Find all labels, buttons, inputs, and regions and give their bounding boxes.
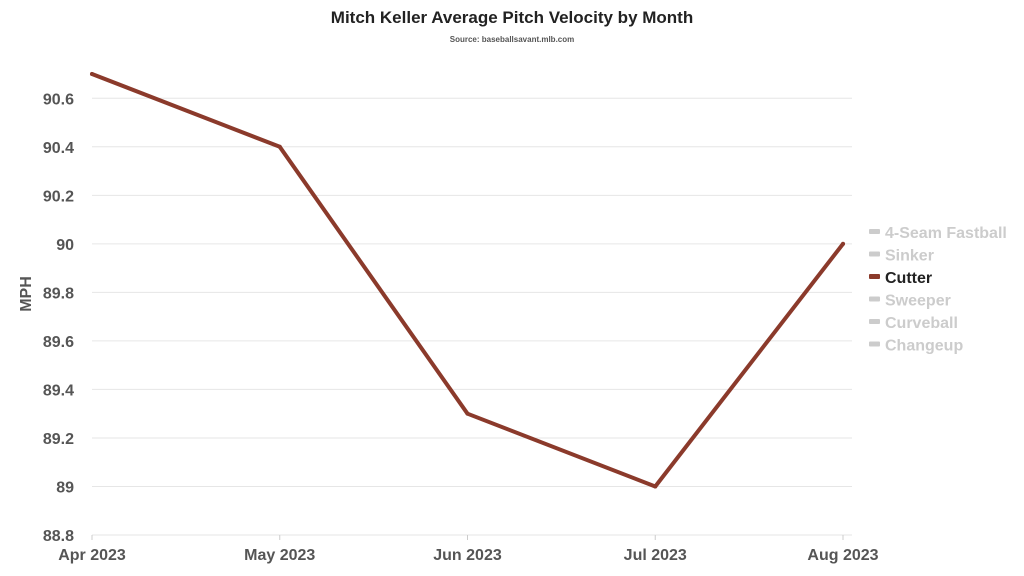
x-tick-label: Jun 2023: [433, 547, 502, 564]
x-tick-labels: Apr 2023 May 2023 Jun 2023 Jul 2023 Aug 2023: [58, 535, 879, 564]
x-tick-label: Jul 2023: [624, 547, 687, 564]
legend-item[interactable]: Sweeper: [869, 293, 951, 310]
y-tick-label: 89.2: [43, 431, 74, 448]
y-tick-label: 90: [56, 237, 74, 254]
legend-item[interactable]: 4-Seam Fastball: [869, 225, 1007, 242]
data-point: [841, 241, 845, 246]
y-tick-label: 90.4: [43, 140, 74, 157]
y-tick-label: 90.6: [43, 91, 74, 108]
legend-swatch: [869, 229, 880, 234]
y-tick-labels: 88.8 89 89.2 89.4 89.6 89.8 90 90.2 90.4 90.6: [43, 91, 74, 545]
data-point: [277, 144, 282, 149]
chart-subtitle: Source: baseballsavant.mlb.com: [450, 35, 575, 44]
legend-label: Cutter: [885, 270, 932, 287]
legend-item[interactable]: Changeup: [869, 338, 963, 355]
legend-label: Sweeper: [885, 293, 951, 310]
legend-swatch: [869, 341, 880, 347]
legend[interactable]: 4-Seam Fastball Sinker Cutter Sweeper Curveb…: [869, 225, 1007, 355]
x-tick-label: May 2023: [244, 547, 315, 564]
legend-item[interactable]: Cutter: [869, 270, 932, 287]
series-group: [90, 72, 845, 489]
legend-label: Sinker: [885, 248, 934, 265]
legend-label: Curveball: [885, 315, 958, 332]
y-axis-title: MPH: [18, 276, 35, 312]
x-tick-label: Aug 2023: [807, 547, 878, 564]
y-tick-label: 89.4: [43, 382, 74, 399]
data-point: [465, 411, 470, 416]
legend-label: Changeup: [885, 338, 963, 355]
data-point: [653, 484, 658, 489]
y-tick-label: 88.8: [43, 528, 74, 545]
legend-label: 4-Seam Fastball: [885, 225, 1007, 242]
legend-item[interactable]: Sinker: [869, 248, 934, 265]
data-point: [90, 72, 94, 76]
legend-swatch: [869, 274, 880, 279]
grid-lines: [92, 97, 852, 536]
legend-swatch: [869, 319, 880, 324]
y-tick-label: 90.2: [43, 188, 74, 205]
legend-item[interactable]: Curveball: [869, 315, 958, 332]
y-tick-label: 89: [56, 479, 74, 496]
y-tick-label: 89.6: [43, 334, 74, 351]
chart-title: Mitch Keller Average Pitch Velocity by M…: [331, 8, 693, 27]
x-tick-label: Apr 2023: [58, 547, 126, 564]
series-line: [90, 72, 845, 489]
legend-swatch: [869, 251, 880, 257]
legend-swatch: [869, 296, 880, 302]
y-tick-label: 89.8: [43, 285, 74, 302]
